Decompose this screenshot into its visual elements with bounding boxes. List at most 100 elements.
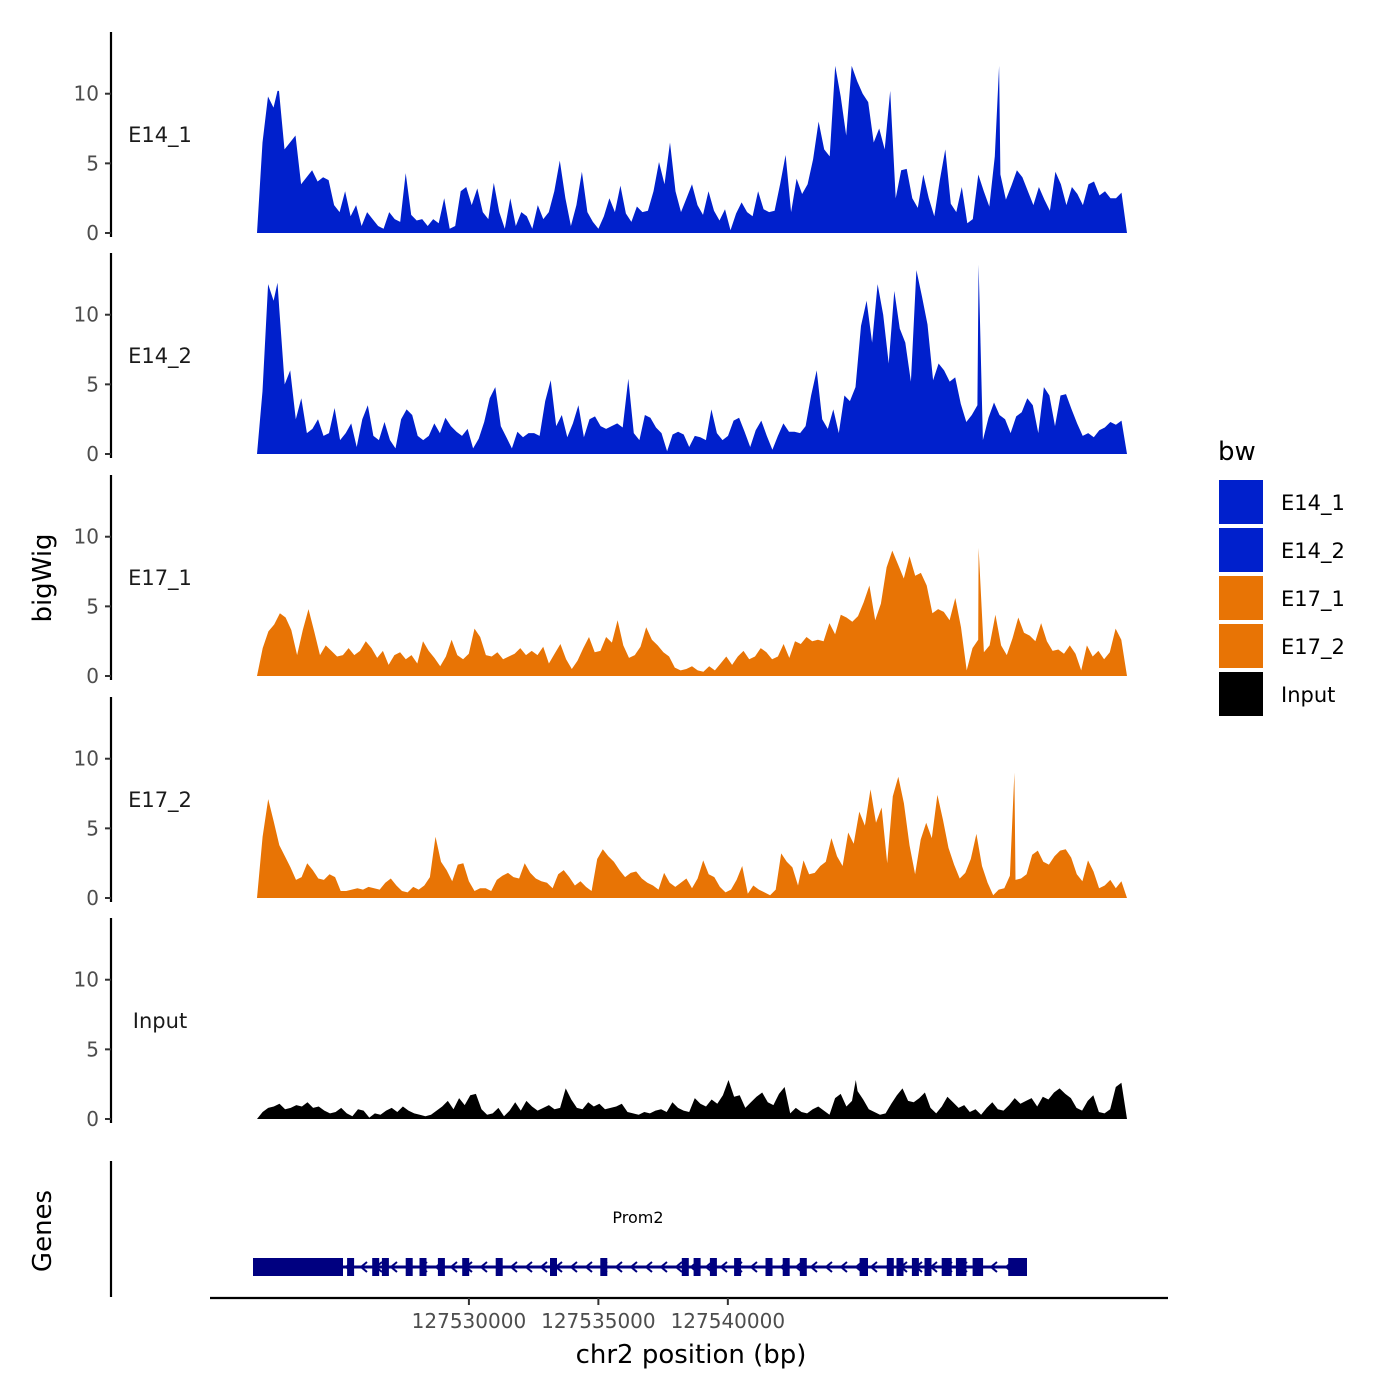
y-tick-label: 5 xyxy=(86,816,99,840)
legend-swatch xyxy=(1219,528,1263,572)
signal-panels: 0 5 10 E14_1 0 5 10 E14_2 0 5 10 E17_1 0 5 10 E17_2 0 5 10… xyxy=(74,32,1127,1131)
signal-area-e14-1 xyxy=(257,65,1127,234)
strand-arrow xyxy=(869,1261,878,1273)
y-tick-label: 10 xyxy=(74,968,99,992)
strand-arrow xyxy=(989,1261,998,1273)
strand-arrow xyxy=(749,1261,758,1273)
gene-exon xyxy=(924,1258,932,1276)
panel-e17-2: 0 5 10 E17_2 xyxy=(74,697,1127,910)
legend-swatch xyxy=(1219,576,1263,620)
y-tick-label: 0 xyxy=(86,221,99,245)
strand-arrow xyxy=(569,1261,578,1273)
legend-label: E14_2 xyxy=(1281,539,1345,564)
strand-arrow xyxy=(509,1261,518,1273)
gene-name-label: Prom2 xyxy=(612,1208,663,1227)
gene-exon xyxy=(405,1258,413,1276)
strand-arrow xyxy=(824,1261,833,1273)
strand-arrow xyxy=(524,1261,533,1273)
gene-exon xyxy=(1008,1258,1027,1276)
gene-exon xyxy=(381,1258,389,1276)
legend-title: bw xyxy=(1218,437,1256,467)
x-tick-label: 127535000 xyxy=(541,1309,656,1333)
strand-arrow xyxy=(479,1261,488,1273)
panel-label: E14_1 xyxy=(128,123,192,148)
gene-exon xyxy=(419,1258,427,1276)
gene-exon xyxy=(550,1258,557,1276)
gene-exon xyxy=(253,1258,343,1276)
gene-exon xyxy=(681,1258,689,1276)
panel-label: Input xyxy=(133,1009,187,1033)
gene-exon xyxy=(859,1258,868,1276)
strand-arrow xyxy=(644,1261,653,1273)
y-tick-label: 10 xyxy=(74,525,99,549)
panel-e17-1: 0 5 10 E17_1 xyxy=(74,475,1127,688)
panel-label: E17_2 xyxy=(128,788,192,813)
strand-arrow xyxy=(539,1261,548,1273)
panel-input: 0 5 10 Input xyxy=(74,918,1127,1131)
y-tick-label: 10 xyxy=(74,82,99,106)
gene-exon xyxy=(896,1258,904,1276)
y-tick-label: 5 xyxy=(86,594,99,618)
gene-exon xyxy=(372,1258,380,1276)
legend-label: E17_1 xyxy=(1281,587,1345,612)
y-tick-label: 5 xyxy=(86,1037,99,1061)
gene-exon xyxy=(734,1258,742,1276)
panel-label: E14_2 xyxy=(128,344,192,369)
y-tick-label: 0 xyxy=(86,442,99,466)
strand-arrow xyxy=(809,1261,818,1273)
y-axis-title: bigWig xyxy=(28,533,58,622)
strand-arrow xyxy=(449,1261,458,1273)
panel-e14-1: 0 5 10 E14_1 xyxy=(74,32,1127,245)
gene-exon xyxy=(941,1258,952,1276)
gene-exon xyxy=(693,1258,701,1276)
strand-arrow xyxy=(614,1261,623,1273)
strand-arrow xyxy=(389,1261,398,1273)
y-tick-label: 0 xyxy=(86,886,99,910)
x-tick-label: 127540000 xyxy=(671,1309,786,1333)
strand-arrow xyxy=(629,1261,638,1273)
gene-exon xyxy=(347,1258,355,1276)
gene-exon xyxy=(886,1258,894,1276)
legend-label: E17_2 xyxy=(1281,635,1345,660)
y-tick-label: 10 xyxy=(74,747,99,771)
gene-panel: Prom2 xyxy=(109,1161,1027,1297)
y-tick-label: 0 xyxy=(86,664,99,688)
legend-label: Input xyxy=(1281,683,1335,707)
y-tick-label: 5 xyxy=(86,151,99,175)
strand-arrow xyxy=(584,1261,593,1273)
legend-swatch xyxy=(1219,624,1263,668)
signal-area-input xyxy=(257,1080,1127,1119)
signal-area-e17-1 xyxy=(257,547,1127,676)
gene-exon xyxy=(799,1258,807,1276)
gene-exon xyxy=(600,1258,608,1276)
strand-arrow xyxy=(839,1261,848,1273)
signal-area-e14-2 xyxy=(257,264,1127,454)
panel-e14-2: 0 5 10 E14_2 xyxy=(74,253,1127,466)
y-tick-label: 5 xyxy=(86,372,99,396)
gene-exon xyxy=(782,1258,790,1276)
y-tick-label: 10 xyxy=(74,303,99,327)
gene-exon xyxy=(495,1258,503,1276)
gene-exon xyxy=(437,1258,445,1276)
legend-label: E14_1 xyxy=(1281,491,1345,516)
strand-arrow xyxy=(659,1261,668,1273)
signal-area-e17-2 xyxy=(257,772,1127,898)
gene-exon xyxy=(972,1258,984,1276)
legend-swatch xyxy=(1219,480,1263,524)
strand-arrow xyxy=(359,1261,368,1273)
gene-exon xyxy=(462,1258,470,1276)
x-axis: 127530000 127535000 127540000 xyxy=(210,1296,1168,1333)
legend-swatch xyxy=(1219,672,1263,716)
gene-exon xyxy=(911,1258,919,1276)
legend: bw E14_1 E14_2 E17_1 E17_2 Input xyxy=(1218,437,1345,716)
x-tick-label: 127530000 xyxy=(412,1309,527,1333)
genes-track-title: Genes xyxy=(28,1190,58,1272)
y-tick-label: 0 xyxy=(86,1107,99,1131)
gene-exon xyxy=(709,1258,717,1276)
panel-label: E17_1 xyxy=(128,566,192,591)
gene-exon xyxy=(955,1258,967,1276)
strand-arrow xyxy=(674,1261,683,1273)
strand-arrow xyxy=(719,1261,728,1273)
gene-exon xyxy=(765,1258,773,1276)
